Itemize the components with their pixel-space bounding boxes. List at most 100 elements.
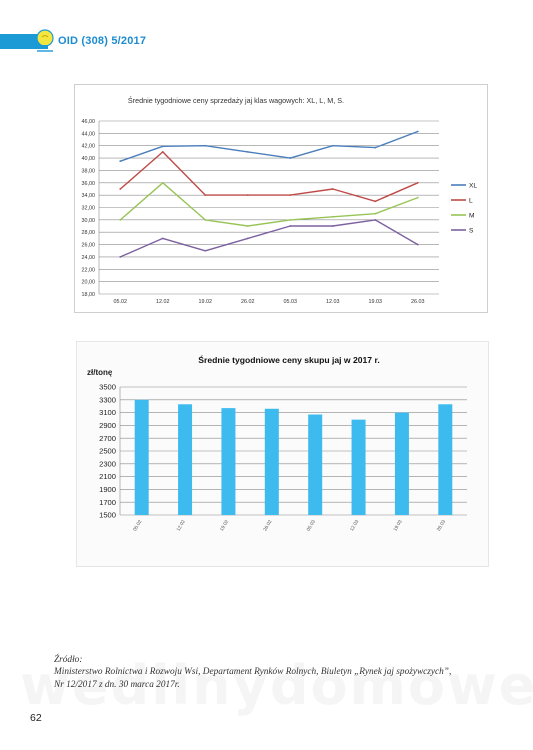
y-tick-label: 36,00 bbox=[82, 181, 96, 187]
egg-sale-prices-svg: Średnie tygodniowe ceny sprzedaży jaj kl… bbox=[82, 96, 478, 305]
data-point-XL bbox=[204, 144, 207, 147]
x-tick-label: 12.02 bbox=[176, 519, 187, 533]
y-tick-label: 2300 bbox=[99, 459, 116, 468]
data-point-XL bbox=[161, 145, 164, 148]
data-point-XL bbox=[374, 146, 377, 149]
y-tick-label: 20,00 bbox=[82, 280, 96, 286]
page-number: 62 bbox=[30, 712, 42, 724]
y-tick-label: 2700 bbox=[99, 434, 116, 443]
y-tick-label: 22,00 bbox=[82, 267, 96, 273]
data-point-S bbox=[289, 225, 292, 227]
data-point-XL bbox=[119, 160, 122, 163]
x-tick-label: 19.03 bbox=[369, 299, 383, 305]
y-tick-label: 38,00 bbox=[82, 168, 96, 174]
publication-title: OID (308) 5/2017 bbox=[58, 35, 147, 47]
series-line-M bbox=[119, 182, 419, 227]
x-tick-label: 05.02 bbox=[132, 519, 143, 533]
chart-title: Średnie tygodniowe ceny skupu jaj w 2017… bbox=[198, 354, 379, 365]
bar-26.03 bbox=[438, 404, 453, 515]
egg-sale-prices-chart: Średnie tygodniowe ceny sprzedaży jaj kl… bbox=[74, 84, 488, 313]
bar-19.02 bbox=[221, 408, 236, 515]
x-tick-label: 12.03 bbox=[349, 519, 360, 533]
data-point-L bbox=[161, 150, 164, 153]
data-point-S bbox=[331, 225, 334, 227]
source-block: Źródło: Ministerstwo Rolnictwa i Rozwoju… bbox=[54, 654, 494, 691]
data-point-L bbox=[331, 188, 334, 190]
x-tick-label: 05.03 bbox=[306, 519, 317, 533]
x-tick-label: 05.03 bbox=[284, 299, 298, 305]
series-line-L bbox=[119, 151, 419, 203]
bar-19.03 bbox=[394, 412, 409, 515]
bar-26.02 bbox=[264, 408, 279, 515]
y-tick-label: 2100 bbox=[99, 472, 116, 481]
x-tick-label: 12.02 bbox=[156, 299, 170, 305]
data-point-M bbox=[374, 212, 377, 215]
data-point-XL bbox=[416, 130, 419, 133]
legend-label-L: L bbox=[469, 197, 473, 204]
data-point-L bbox=[204, 194, 207, 197]
y-tick-label: 1500 bbox=[99, 511, 116, 520]
data-point-S bbox=[161, 237, 164, 240]
x-tick-label: 19.03 bbox=[392, 519, 403, 533]
data-point-M bbox=[416, 196, 419, 199]
x-tick-label: 12.03 bbox=[326, 299, 340, 305]
bar-12.02 bbox=[178, 404, 193, 515]
y-tick-label: 3100 bbox=[99, 408, 116, 417]
legend-label-S: S bbox=[469, 227, 474, 234]
data-point-L bbox=[289, 194, 292, 197]
y-tick-label: 46,00 bbox=[82, 119, 96, 125]
data-point-S bbox=[119, 256, 122, 258]
y-tick-label: 1700 bbox=[99, 498, 116, 507]
y-tick-label: 30,00 bbox=[82, 218, 96, 224]
lightbulb-logo-icon bbox=[36, 29, 54, 52]
egg-purchase-prices-chart: Średnie tygodniowe ceny skupu jaj w 2017… bbox=[76, 341, 489, 567]
data-point-L bbox=[416, 181, 419, 184]
header-accent-bar bbox=[0, 34, 42, 49]
x-tick-label: 26.03 bbox=[411, 299, 425, 305]
data-point-M bbox=[204, 218, 207, 221]
y-tick-label: 26,00 bbox=[82, 243, 96, 249]
y-tick-label: 2500 bbox=[99, 447, 116, 456]
y-tick-label: 1900 bbox=[99, 485, 116, 494]
data-point-S bbox=[374, 218, 377, 221]
data-point-XL bbox=[289, 157, 292, 159]
data-point-M bbox=[289, 218, 292, 221]
source-line-1: Ministerstwo Rolnictwa i Rozwoju Wsi, De… bbox=[54, 667, 452, 678]
x-tick-label: 26.02 bbox=[262, 519, 273, 533]
x-tick-label: 26.02 bbox=[241, 299, 255, 305]
bar-05.02 bbox=[134, 399, 149, 515]
y-tick-label: 24,00 bbox=[82, 255, 96, 261]
data-point-L bbox=[246, 194, 249, 197]
bar-05.03 bbox=[308, 414, 323, 515]
x-tick-label: 05.02 bbox=[114, 299, 128, 305]
source-label: Źródło: bbox=[54, 655, 83, 665]
data-point-S bbox=[204, 249, 207, 252]
y-tick-label: 40,00 bbox=[82, 156, 96, 162]
data-point-XL bbox=[246, 150, 249, 153]
data-point-M bbox=[119, 218, 122, 221]
y-tick-label: 44,00 bbox=[82, 131, 96, 137]
y-axis-label: zł/tonę bbox=[87, 368, 113, 377]
data-point-L bbox=[374, 200, 377, 203]
data-point-M bbox=[161, 181, 164, 184]
data-point-S bbox=[246, 237, 249, 240]
x-tick-label: 26.03 bbox=[436, 519, 447, 533]
y-tick-label: 42,00 bbox=[82, 144, 96, 150]
data-point-M bbox=[246, 225, 249, 227]
legend-label-M: M bbox=[469, 212, 475, 219]
chart-title: Średnie tygodniowe ceny sprzedaży jaj kl… bbox=[128, 96, 344, 105]
data-point-S bbox=[416, 243, 419, 246]
x-tick-label: 19.02 bbox=[199, 299, 213, 305]
bar-12.03 bbox=[351, 419, 366, 515]
y-tick-label: 3300 bbox=[99, 395, 116, 404]
data-point-M bbox=[331, 215, 334, 218]
data-point-XL bbox=[331, 144, 334, 147]
x-tick-label: 19.02 bbox=[219, 519, 230, 533]
source-line-2: Nr 12/2017 z dn. 30 marca 2017r. bbox=[54, 679, 180, 690]
y-tick-label: 2900 bbox=[99, 421, 116, 430]
legend-label-XL: XL bbox=[469, 182, 477, 189]
y-tick-label: 34,00 bbox=[82, 193, 96, 199]
series-line-XL bbox=[120, 130, 419, 162]
series-line-S bbox=[120, 219, 419, 258]
y-tick-label: 28,00 bbox=[82, 230, 96, 236]
